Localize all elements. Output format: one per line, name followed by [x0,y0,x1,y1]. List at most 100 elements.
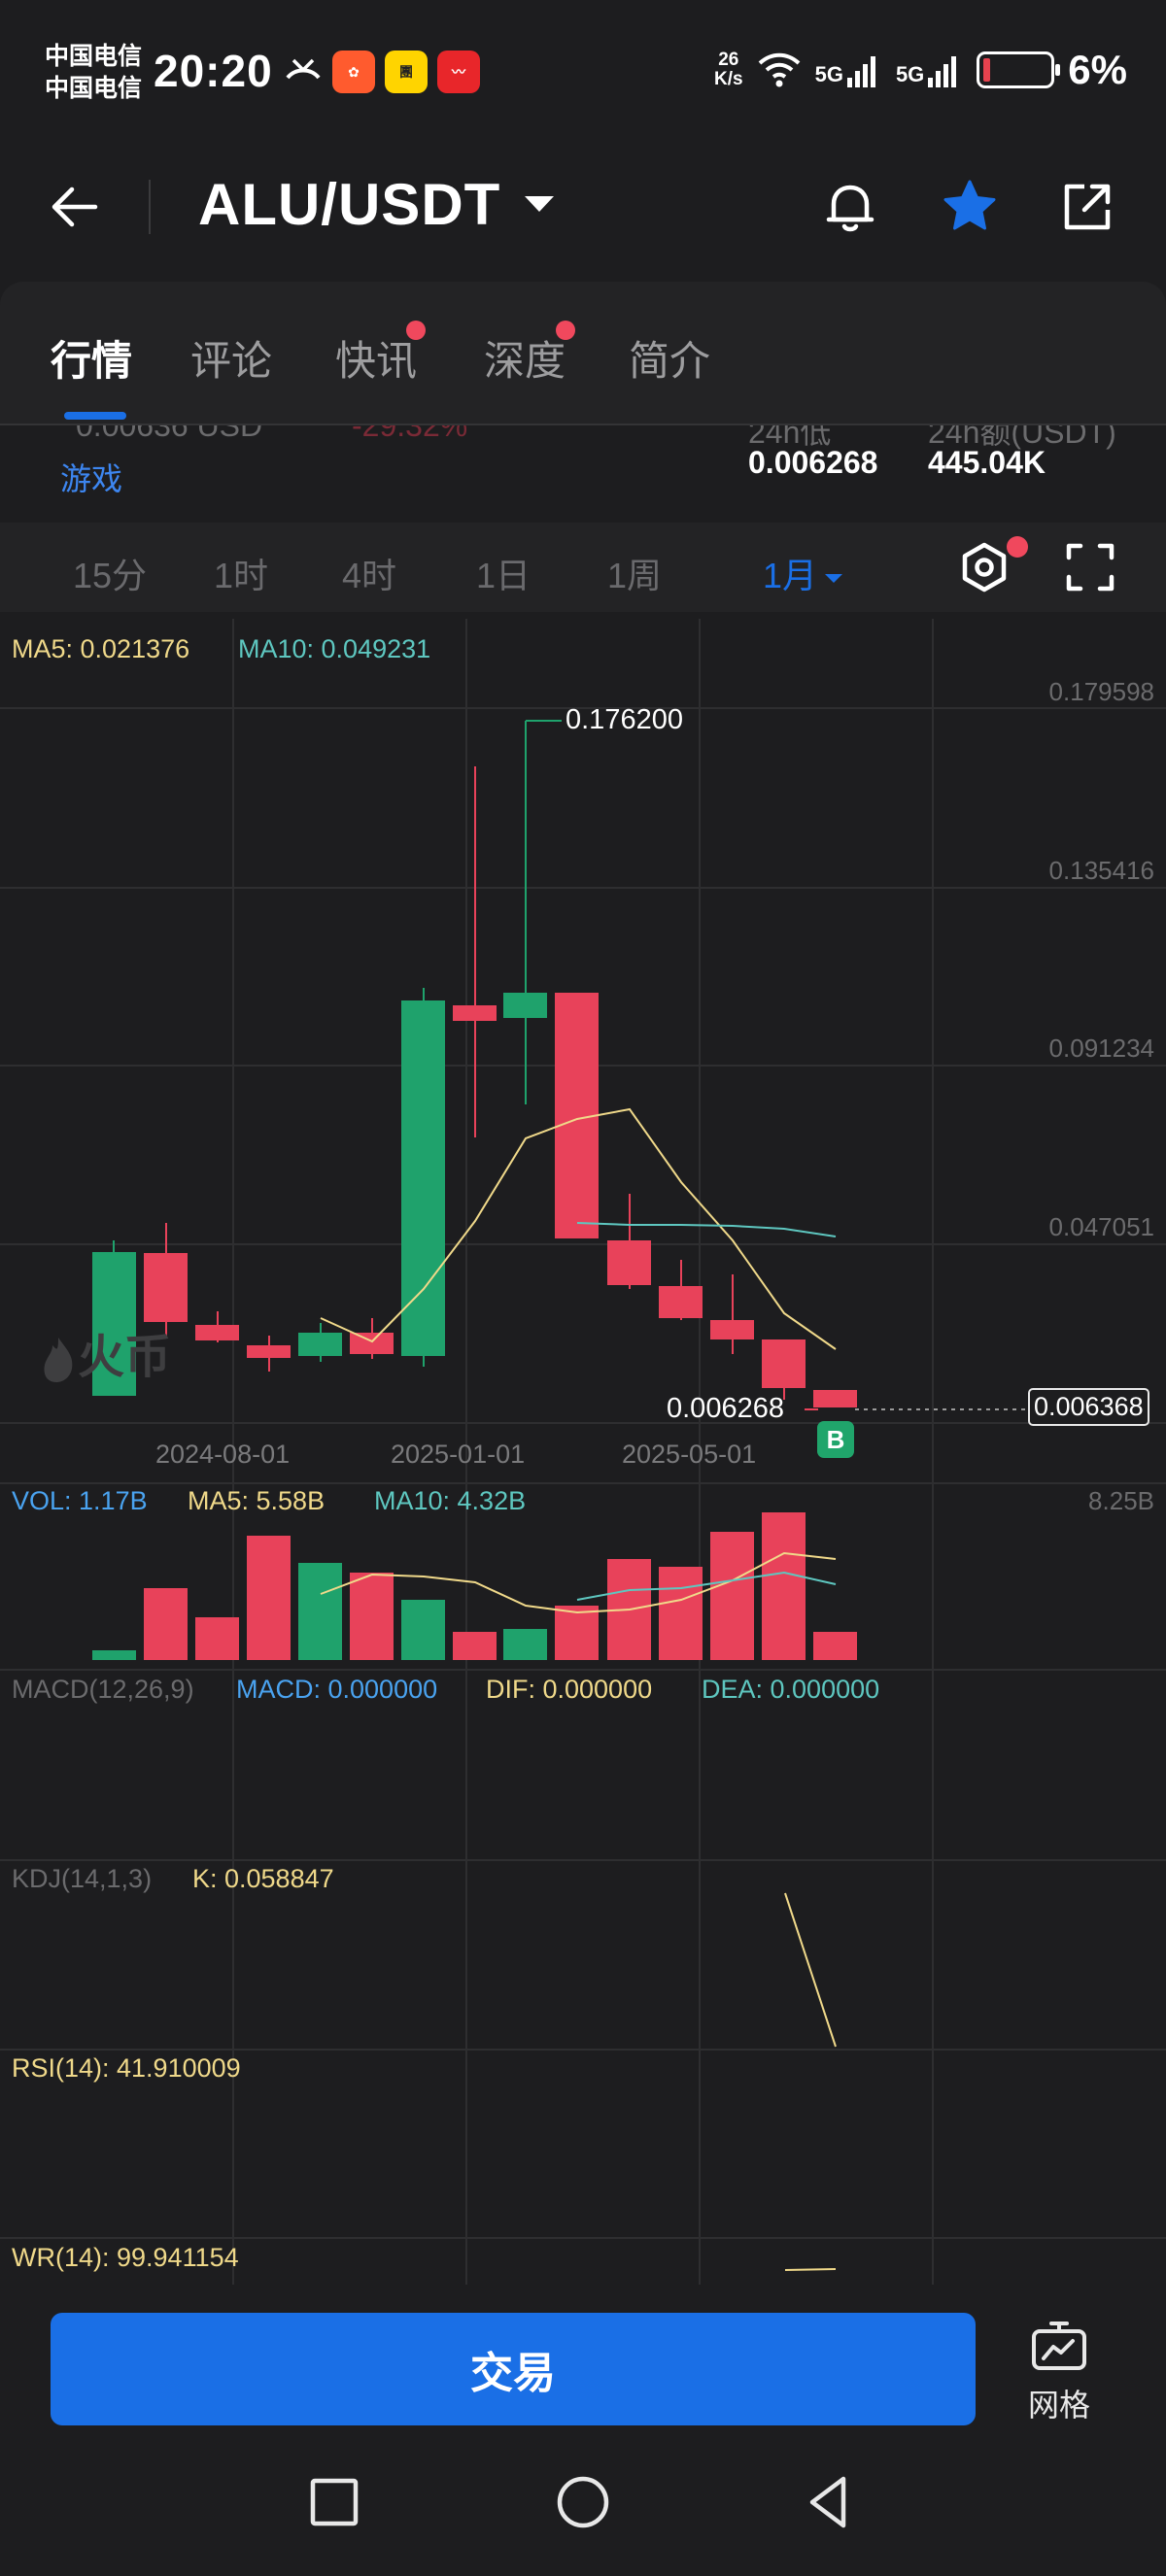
indicator-settings-icon[interactable] [957,540,1012,594]
battery-icon [977,51,1061,88]
period-4h[interactable]: 4时 [342,556,397,595]
chart-canvas[interactable] [0,619,1166,2289]
carrier-2: 中国电信 [45,75,143,102]
kdj-title: KDJ(14,1,3) [12,1864,153,1893]
high-marker: 0.176200 [566,704,683,735]
period-1mo[interactable]: 1月 [763,548,843,598]
wifi-icon [758,52,800,87]
bottom-action-bar: 交易 网格 [0,2285,1166,2428]
status-bar: 中国电信 中国电信 20:20 ✿ 團 〰 26 K/s 5G 5G 6% [0,0,1166,146]
y-axis-tick-4: 0.047051 [1048,1212,1154,1241]
rsi-label: RSI(14): 41.910009 [12,2053,241,2083]
news-dot-badge [406,321,426,340]
ma5-line [320,1107,837,1350]
header-divider [149,180,151,234]
watermark-logo: 火币 [39,1318,171,1386]
amount-24h-label: 24h额(USDT) [928,425,1116,450]
period-15m[interactable]: 15分 [73,556,148,595]
tab-intro[interactable]: 简介 [629,338,711,384]
period-1h[interactable]: 1时 [214,556,269,595]
buy-marker-badge[interactable]: B [817,1421,854,1458]
ma10-label: MA10: 0.049231 [238,634,431,663]
current-price-tag: 0.006368 [1028,1388,1149,1426]
grid-trading-button[interactable]: 网格 [1018,2320,1100,2425]
net-speed: 26 K/s [714,50,743,89]
macd-title: MACD(12,26,9) [12,1675,194,1704]
dif-label: DIF: 0.000000 [486,1675,653,1704]
y-axis-tick-1: 0.179598 [1048,677,1154,706]
active-tab-indicator [64,412,126,420]
recent-apps-icon[interactable] [303,2471,365,2533]
candles [92,720,857,1410]
x-axis-date-2: 2025-01-01 [391,1440,526,1469]
x-axis-date-3: 2025-05-01 [622,1440,757,1469]
vol-ma5-label: MA5: 5.58B [188,1486,326,1515]
ma10-line [576,1222,837,1237]
system-status: 26 K/s 5G 5G 6% [714,47,1127,93]
home-icon[interactable] [552,2471,614,2533]
period-1w[interactable]: 1周 [607,556,663,595]
grid-label: 网格 [1027,2388,1090,2423]
signal-2-icon: 5G [896,52,963,87]
clock: 20:20 [154,46,273,96]
vol-label: VOL: 1.17B [12,1486,148,1515]
pair-title[interactable]: ALU/USDT [198,172,501,237]
price-usd: 0.00636 USD [76,425,263,443]
tab-depth[interactable]: 深度 [484,338,566,384]
low-24h-label: 24h低 [748,425,832,450]
category-tag[interactable]: 游戏 [60,461,123,496]
period-selector: 15分 1时 4时 1日 1周 1月 [0,523,1166,612]
tab-comments[interactable]: 评论 [190,338,273,384]
system-nav-bar [0,2428,1166,2576]
macd-label: MACD: 0.000000 [236,1675,438,1704]
wr-label: WR(14): 99.941154 [12,2243,239,2272]
grid-bot-icon [1032,2322,1086,2370]
kdj-k-line [784,1892,837,2048]
tab-news[interactable]: 快讯 [335,338,418,384]
missed-call-icon [286,58,321,80]
settings-dot-badge [1007,536,1028,558]
low-24h-value: 0.006268 [748,445,878,480]
fullscreen-icon[interactable] [1063,540,1117,594]
signal-1-icon: 5G [815,52,882,87]
tab-market[interactable]: 行情 [51,338,133,384]
share-icon[interactable] [1055,175,1119,239]
notification-icons: ✿ 團 〰 [284,51,480,93]
vol-axis-max: 8.25B [1088,1486,1154,1515]
app-icon-red: 〰 [437,51,480,93]
back-arrow-icon[interactable] [47,180,101,234]
app-icon-orange: ✿ [332,51,375,93]
vol-ma10-line [576,1571,837,1601]
x-axis-date-1: 2024-08-01 [155,1440,291,1469]
price-info: 0.00636 USD -29.32% 24h低 24h额(USDT) 游戏 0… [0,425,1166,513]
amount-24h-value: 445.04K [928,445,1046,480]
kline-chart[interactable]: MA5: 0.021376 MA10: 0.049231 0.179598 0.… [0,619,1166,2289]
pair-dropdown-icon[interactable] [525,196,554,212]
vol-ma5-line [320,1551,837,1614]
dea-label: DEA: 0.000000 [702,1675,880,1704]
tabs-bar: 行情 评论 快讯 深度 简介 [0,282,1166,424]
carrier-1: 中国电信 [45,43,143,70]
y-axis-tick-2: 0.135416 [1048,856,1154,885]
price-change: -29.32% [352,425,468,443]
kdj-k-label: K: 0.058847 [192,1864,334,1893]
app-icon-yellow: 團 [385,51,428,93]
period-dropdown-icon [825,573,843,583]
volume-bars [92,1512,857,1660]
y-axis-tick-3: 0.091234 [1048,1034,1154,1063]
trade-button[interactable]: 交易 [51,2313,976,2425]
star-icon[interactable] [938,175,1002,239]
header: ALU/USDT [0,146,1166,267]
low-marker: 0.006268 [667,1393,784,1424]
tabs-divider [0,424,1166,425]
carrier-info: 中国电信 中国电信 [45,41,142,105]
vol-ma10-label: MA10: 4.32B [374,1486,527,1515]
flame-icon [44,1338,73,1383]
depth-dot-badge [556,321,575,340]
period-1d[interactable]: 1日 [476,556,532,595]
nav-back-icon[interactable] [799,2471,861,2533]
bell-icon[interactable] [818,175,882,239]
battery-percent: 6% [1068,47,1127,92]
ma5-label: MA5: 0.021376 [12,634,190,663]
wr-line [784,2268,837,2271]
